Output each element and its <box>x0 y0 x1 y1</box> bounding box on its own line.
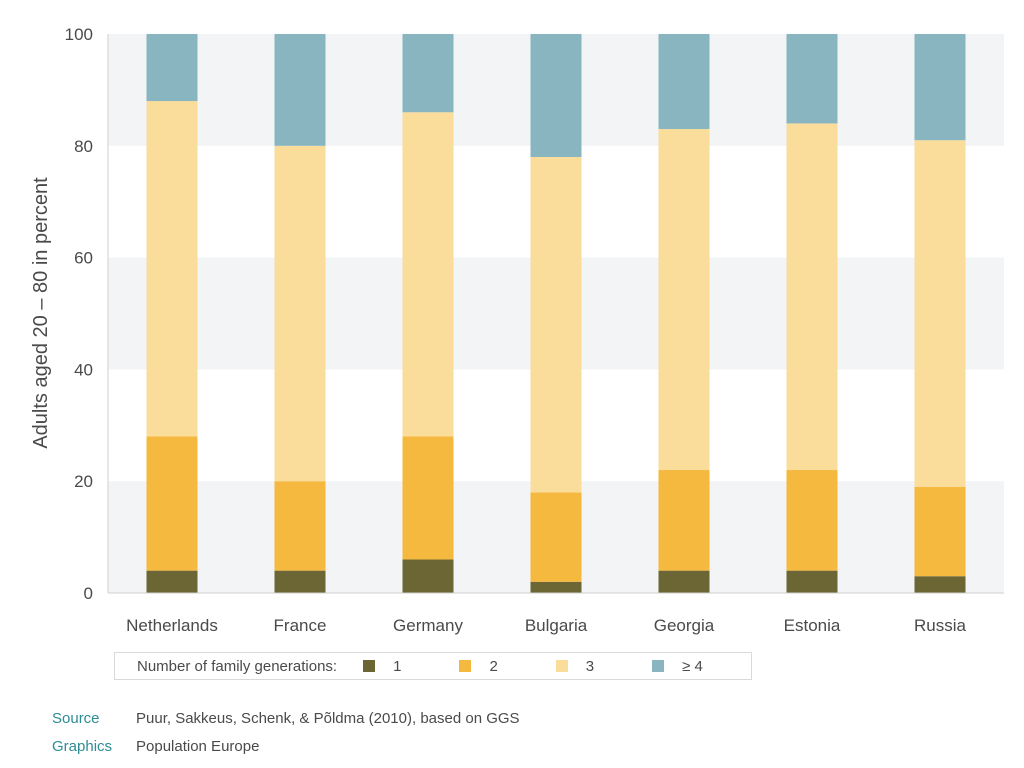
bar-segment <box>914 576 966 593</box>
y-tick-label: 40 <box>74 360 93 379</box>
legend-swatch <box>555 660 568 672</box>
bar-segment <box>914 486 966 577</box>
bar-segment <box>786 470 838 571</box>
x-category-label: Bulgaria <box>525 616 588 635</box>
bar-segment <box>786 123 838 471</box>
bar-segment <box>402 112 454 437</box>
legend-item: 1 <box>363 658 401 675</box>
legend-item: ≥ 4 <box>652 658 703 675</box>
source-line: Source Puur, Sakkeus, Schenk, & Põldma (2… <box>52 710 520 727</box>
legend: Number of family generations: 1 2 3 ≥ 4 <box>114 652 752 680</box>
bar-segment <box>786 570 838 593</box>
x-axis-labels: Netherlands France Germany Bulgaria Georgia E… <box>126 616 966 635</box>
legend-label: 3 <box>585 657 595 675</box>
bar-segment <box>274 145 326 482</box>
y-tick-label: 60 <box>74 249 93 268</box>
bar-segment <box>146 570 198 593</box>
bar-segment <box>658 129 710 471</box>
bar-segment <box>658 470 710 571</box>
bar-segment <box>914 34 966 141</box>
legend-swatch <box>652 660 665 672</box>
graphics-line: Graphics Population Europe <box>52 738 259 755</box>
x-category-label: Netherlands <box>126 616 218 635</box>
bar-segment <box>146 436 198 571</box>
legend-title: Number of family generations: <box>137 657 338 675</box>
y-axis-ticks: 0 20 40 60 80 100 <box>65 25 93 603</box>
y-tick-label: 20 <box>74 472 93 491</box>
y-axis-label: Adults aged 20 – 80 in percent <box>30 177 52 449</box>
bar-segment <box>146 101 198 437</box>
source-value: Puur, Sakkeus, Schenk, & Põldma (2010), … <box>136 710 520 727</box>
bar-segment <box>530 492 582 582</box>
legend-item: 3 <box>555 657 595 675</box>
x-category-label: Germany <box>393 616 463 635</box>
bar-segment <box>530 581 582 593</box>
x-category-label: Estonia <box>784 616 841 635</box>
legend-swatch <box>363 660 376 672</box>
bar-segment <box>530 34 582 157</box>
graphics-key: Graphics <box>52 738 113 755</box>
x-category-label: France <box>274 616 327 635</box>
y-tick-label: 80 <box>74 137 93 156</box>
bar-segment <box>658 570 710 593</box>
bar-group <box>146 34 966 593</box>
bar-segment <box>402 34 454 113</box>
x-category-label: Russia <box>914 616 967 635</box>
legend-items: 1 2 3 ≥ 4 <box>363 658 703 675</box>
x-category-label: Georgia <box>654 616 715 635</box>
y-tick-label: 100 <box>65 25 93 44</box>
bar-segment <box>274 34 326 146</box>
bar-segment <box>402 436 454 560</box>
bar-segment <box>530 156 582 493</box>
legend-label: 2 <box>489 657 498 675</box>
stacked-bar-chart: 0 20 40 60 80 100 Netherlands France Germany Bul… <box>30 25 1004 635</box>
legend-swatch <box>459 660 472 672</box>
bar-segment <box>914 140 966 487</box>
bar-segment <box>274 481 326 571</box>
legend-item: 2 <box>459 657 498 675</box>
graphics-value: Population Europe <box>136 738 260 755</box>
bar-segment <box>274 570 326 593</box>
bar-segment <box>402 559 454 593</box>
source-key: Source <box>52 710 100 727</box>
bar-segment <box>786 34 838 124</box>
y-tick-label: 0 <box>84 584 93 603</box>
bar-segment <box>658 34 710 130</box>
bar-segment <box>146 34 198 102</box>
legend-label: 1 <box>393 657 402 675</box>
legend-label: ≥ 4 <box>682 657 703 675</box>
